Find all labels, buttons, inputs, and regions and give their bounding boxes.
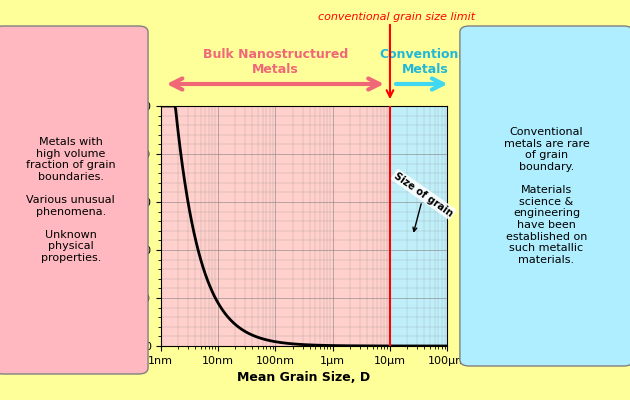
- Bar: [390, 106, 447, 346]
- Text: Size of grain: Size of grain: [392, 170, 455, 232]
- X-axis label: Mean Grain Size, D: Mean Grain Size, D: [238, 371, 370, 384]
- Text: conventional grain size limit: conventional grain size limit: [318, 12, 475, 22]
- Y-axis label: Volume Fraction of grain boundary (%): Volume Fraction of grain boundary (%): [121, 118, 131, 334]
- Text: Conventional
Metals: Conventional Metals: [379, 48, 471, 76]
- Text: Metals with
high volume
fraction of grain
boundaries.

Various unusual
phenomena: Metals with high volume fraction of grai…: [26, 137, 116, 263]
- Bar: [161, 106, 390, 346]
- Text: Conventional
metals are rare
of grain
boundary.

Materials
science &
engineering: Conventional metals are rare of grain bo…: [503, 127, 590, 265]
- Text: Bulk Nanostructured
Metals: Bulk Nanostructured Metals: [203, 48, 348, 76]
